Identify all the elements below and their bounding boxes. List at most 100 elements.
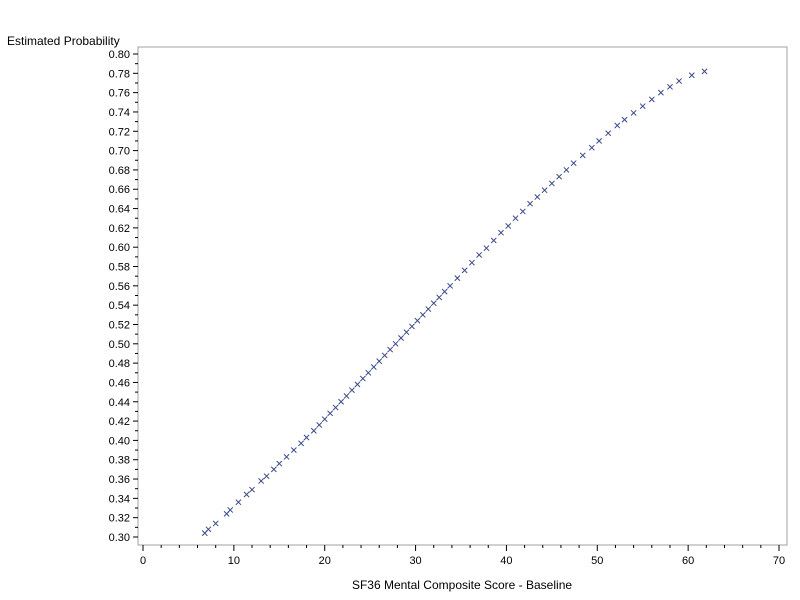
data-point: [235, 499, 242, 506]
y-axis: 0.30 0.32 0.34 0.36 0.38 0.40 0.42 0.44 0.46 0.48…: [109, 49, 138, 544]
data-point: [359, 375, 366, 382]
data-point: [270, 466, 277, 473]
y-tick-label: 0.44: [109, 397, 130, 409]
y-tick-label: 0.56: [109, 281, 130, 293]
x-tick-label: 40: [500, 555, 512, 567]
x-tick-label: 30: [409, 555, 421, 567]
data-point: [303, 434, 310, 441]
y-tick-label: 0.70: [109, 146, 130, 158]
data-point: [419, 311, 426, 318]
data-point: [476, 251, 483, 258]
data-point: [461, 267, 468, 274]
y-tick-label: 0.80: [109, 49, 130, 61]
data-point: [327, 410, 334, 417]
data-point: [354, 381, 361, 388]
data-point: [263, 473, 270, 480]
plot-frame-rect: [137, 46, 788, 546]
data-point: [579, 152, 586, 159]
y-tick-label: 0.76: [109, 88, 130, 100]
data-point: [483, 245, 490, 252]
data-point: [541, 187, 548, 194]
data-point: [570, 160, 577, 167]
y-tick-label: 0.62: [109, 223, 130, 235]
x-axis-title: SF36 Mental Composite Score - Baseline: [352, 578, 572, 592]
data-point: [441, 288, 448, 295]
x-axis: 0 10 20 30 40 50 60 70: [140, 545, 785, 567]
y-tick-label: 0.52: [109, 319, 130, 331]
data-point: [370, 364, 377, 370]
data-point: [290, 447, 297, 454]
data-point: [563, 166, 570, 173]
data-point: [648, 96, 655, 103]
data-point: [630, 109, 637, 116]
data-point: [614, 122, 621, 129]
data-point: [381, 352, 388, 359]
data-point: [316, 421, 323, 428]
data-point: [657, 89, 664, 96]
data-point: [338, 398, 345, 405]
data-point: [249, 486, 255, 493]
y-tick-label: 0.42: [109, 416, 130, 428]
data-point: [676, 78, 683, 85]
data-point: [398, 335, 404, 341]
data-point: [447, 282, 454, 289]
data-point: [349, 387, 355, 394]
data-point: [283, 453, 290, 460]
data-point: [468, 259, 475, 266]
y-tick-label: 0.38: [109, 455, 130, 467]
y-tick-label: 0.60: [109, 242, 130, 254]
data-point: [498, 229, 504, 236]
data-point: [596, 137, 603, 144]
x-tick-label: 70: [773, 555, 785, 567]
y-tick-label: 0.66: [109, 184, 130, 196]
data-point: [414, 317, 421, 324]
data-point: [376, 358, 383, 365]
y-tick-label: 0.50: [109, 339, 130, 351]
data-point: [519, 208, 526, 215]
data-point: [667, 83, 673, 90]
data-point: [430, 300, 437, 307]
y-tick-label: 0.40: [109, 435, 130, 447]
data-point: [588, 144, 595, 151]
data-point: [365, 369, 372, 376]
data-point: [556, 173, 563, 180]
y-tick-label: 0.34: [109, 493, 130, 505]
data-point: [298, 440, 305, 447]
x-tick-label: 10: [228, 555, 240, 567]
y-axis-title: Estimated Probability: [7, 34, 120, 48]
data-point: [227, 506, 234, 513]
y-tick-label: 0.72: [109, 126, 130, 138]
x-tick-label: 20: [319, 555, 331, 567]
data-point: [212, 520, 219, 527]
plot-frame: [137, 46, 788, 546]
y-tick-label: 0.46: [109, 377, 130, 389]
data-point: [490, 237, 497, 244]
data-point: [454, 275, 461, 282]
y-tick-label: 0.36: [109, 474, 130, 486]
data-point: [605, 130, 612, 137]
y-tick-label: 0.54: [109, 300, 130, 312]
data-point: [639, 103, 646, 110]
data-point: [332, 404, 339, 411]
y-tick-label: 0.48: [109, 358, 130, 370]
data-point: [701, 68, 708, 75]
data-point: [343, 393, 350, 399]
data-point: [512, 215, 519, 222]
data-point: [436, 294, 443, 301]
x-tick-label: 0: [140, 555, 146, 567]
data-point: [387, 346, 394, 353]
data-point: [505, 222, 512, 229]
data-point: [425, 306, 432, 312]
y-tick-label: 0.78: [109, 68, 130, 80]
data-point: [276, 460, 283, 467]
y-tick-label: 0.64: [109, 204, 130, 216]
y-tick-label: 0.74: [109, 107, 130, 119]
y-tick-label: 0.30: [109, 532, 130, 544]
data-point: [403, 329, 410, 336]
data-point: [243, 491, 250, 498]
y-tick-label: 0.32: [109, 513, 130, 525]
data-points: [201, 68, 708, 537]
data-point: [392, 340, 399, 347]
data-point: [534, 194, 541, 200]
